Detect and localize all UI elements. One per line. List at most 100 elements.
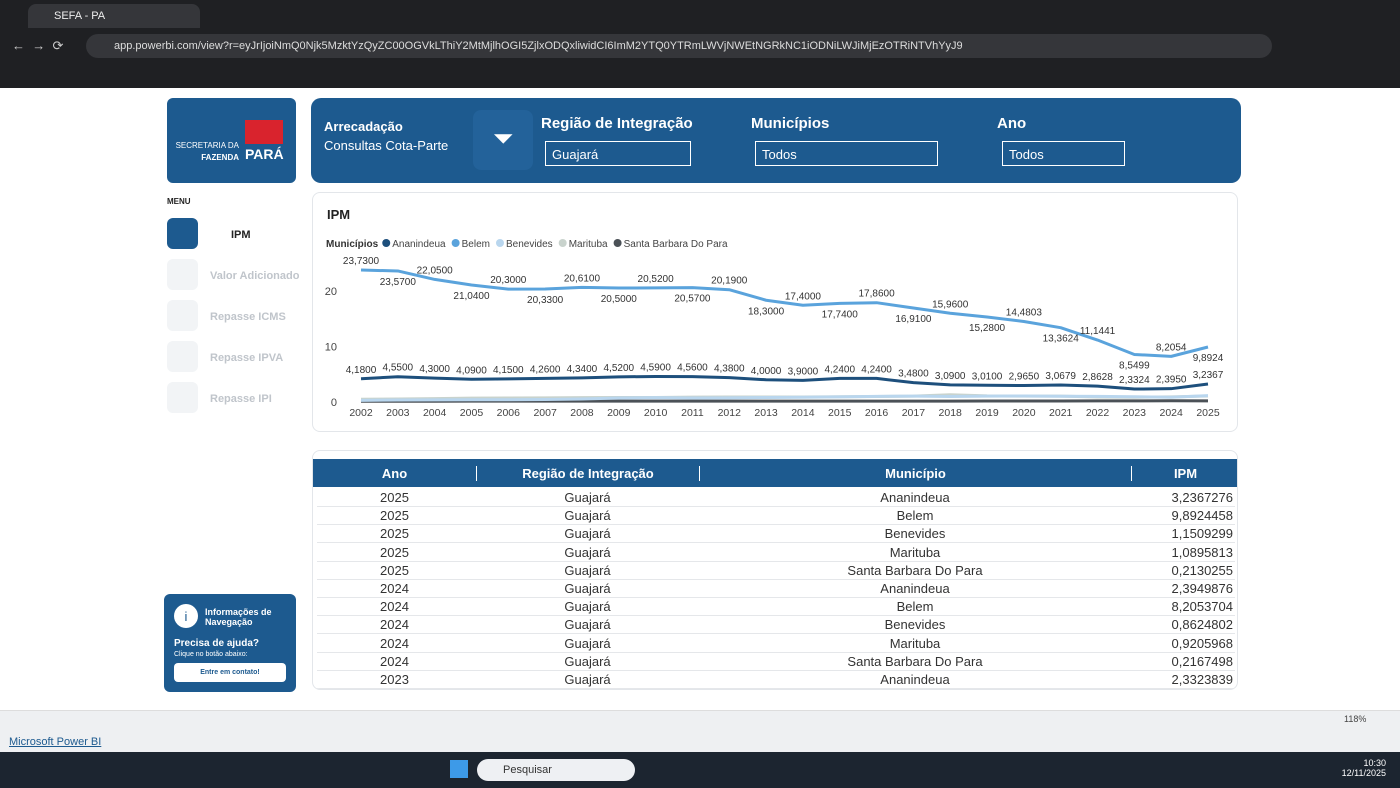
menu-icon (167, 382, 198, 413)
row-divider (317, 506, 1235, 507)
x-tick-label: 2006 (497, 407, 521, 419)
x-tick-label: 2011 (681, 407, 704, 419)
nav-buttons[interactable]: ← → ⟳ (12, 38, 64, 53)
data-label: 22,0500 (417, 265, 454, 276)
time: 10:30 (1363, 758, 1386, 768)
legend-title: Municípios (326, 239, 379, 250)
table-cell: 2025 (380, 490, 409, 505)
x-tick-label: 2002 (349, 407, 373, 419)
menu-item[interactable]: IPM (167, 218, 303, 252)
table-cell: 2025 (380, 562, 409, 578)
x-tick-label: 2005 (460, 407, 484, 419)
menu-text: Repasse IPI (210, 393, 272, 405)
info-icon: i (174, 604, 198, 628)
table-cell: Guajará (564, 672, 611, 687)
help-question: Precisa de ajuda? (174, 638, 260, 649)
table-cell: 2023 (380, 672, 409, 687)
dropdown[interactable]: Guajará (545, 141, 691, 166)
menu-item[interactable]: Repasse IPI (167, 382, 303, 416)
search-box[interactable]: Pesquisar (477, 759, 635, 781)
legend-label: Santa Barbara Do Para (624, 239, 728, 250)
x-tick-label: 2019 (975, 407, 999, 419)
help-hint: Clique no botão abaixo: (174, 651, 248, 658)
menu-item[interactable]: Repasse IPVA (167, 341, 303, 375)
data-label: 4,2400 (824, 364, 855, 375)
data-label: 15,2800 (969, 323, 1006, 334)
x-tick-label: 2015 (828, 407, 852, 419)
x-tick-label: 2025 (1196, 407, 1220, 419)
x-tick-label: 2024 (1159, 407, 1183, 419)
table-cell: 2024 (380, 599, 409, 615)
y-tick-label: 20 (325, 286, 337, 298)
filter-label: Ano (997, 115, 1027, 132)
table-cell: 2024 (380, 653, 409, 669)
zoom-level: 118% (1344, 714, 1367, 724)
logo-line: FAZENDA (201, 153, 239, 162)
legend-label: Belem (462, 239, 490, 250)
data-label: 23,7300 (343, 256, 380, 267)
table-cell: Guajará (564, 599, 611, 615)
table-cell: Ananindeua (880, 581, 950, 596)
x-tick-label: 2014 (791, 407, 815, 419)
row-divider (317, 560, 1235, 562)
address-bar[interactable]: app.powerbi.com/view?r=eyJrIjoiNmQ0Njk5M… (86, 34, 1272, 58)
table-cell: 2,3323839 (1171, 672, 1233, 687)
legend-swatch (558, 239, 567, 247)
data-label: 4,3000 (419, 364, 450, 375)
x-tick-label: 2004 (423, 407, 447, 419)
x-tick-label: 2020 (1012, 407, 1036, 419)
dropdown[interactable]: Todos (1002, 141, 1125, 166)
legend-swatch (451, 239, 460, 247)
contact-button[interactable]: Entre em contato! (174, 663, 286, 682)
logo: SECRETARIA DA FAZENDA PARÁ (167, 98, 296, 183)
date: 12/11/2025 (1341, 768, 1386, 778)
data-label: 20,3000 (490, 275, 527, 286)
series-line (360, 374, 1209, 391)
data-label: 3,9000 (788, 366, 819, 377)
x-tick-label: 2008 (570, 407, 594, 419)
data-label: 4,0000 (751, 366, 782, 377)
data-table: Ano Região de Integração Município IPM 2025 G… (312, 450, 1238, 690)
table-cell: 1,1509299 (1171, 526, 1233, 542)
y-tick-label: 10 (325, 341, 337, 353)
table-cell: 2,3949876 (1171, 581, 1233, 596)
data-label: 3,4800 (898, 369, 929, 380)
clock: 10:30 12/11/2025 (1330, 758, 1386, 778)
menu-text: Valor Adicionado (210, 270, 300, 282)
table-cell: Belem (896, 599, 934, 615)
footer-brand[interactable]: Microsoft Power BI (9, 736, 102, 748)
x-tick-label: 2021 (1049, 407, 1073, 419)
table-cell: Benevides (884, 526, 946, 542)
chart-title: IPM (327, 207, 350, 222)
table-cell: Guajará (564, 544, 611, 560)
data-label: 17,7400 (822, 309, 859, 320)
data-label: 3,0100 (972, 371, 1003, 382)
data-label: 17,4000 (785, 291, 822, 302)
legend-swatch (613, 239, 622, 247)
table-cell: Marituba (889, 635, 941, 651)
data-label: 20,6100 (564, 273, 601, 284)
table-cell: Santa Barbara Do Para (847, 562, 983, 578)
x-tick-label: 2012 (718, 407, 742, 419)
table-cell: Belem (896, 508, 934, 524)
table-cell: 2024 (380, 581, 409, 596)
column-header: Região de Integração (476, 466, 699, 481)
menu-text: Repasse IPVA (210, 352, 284, 364)
menu-item[interactable]: Repasse ICMS (167, 300, 303, 334)
data-label: 20,1900 (711, 276, 748, 287)
footer: Microsoft Power BI 118% (0, 710, 1400, 752)
data-label: 4,0900 (456, 365, 487, 376)
table-cell: 0,2130255 (1171, 562, 1233, 578)
browser-tab[interactable]: SEFA - PA (28, 4, 200, 28)
data-label: 20,3300 (527, 295, 564, 306)
table-cell: 0,9205968 (1171, 635, 1233, 651)
filter-icon[interactable]: ⏷ (473, 110, 533, 170)
start-button[interactable] (450, 760, 468, 778)
menu-item[interactable]: Valor Adicionado (167, 259, 303, 293)
table-cell: 3,2367276 (1171, 490, 1233, 505)
dropdown[interactable]: Todos (755, 141, 938, 166)
filter-header: Arrecadação Consultas Cota-Parte ⏷ Regiã… (311, 98, 1241, 183)
table-cell: 0,8624802 (1171, 617, 1233, 633)
x-tick-label: 2003 (386, 407, 410, 419)
